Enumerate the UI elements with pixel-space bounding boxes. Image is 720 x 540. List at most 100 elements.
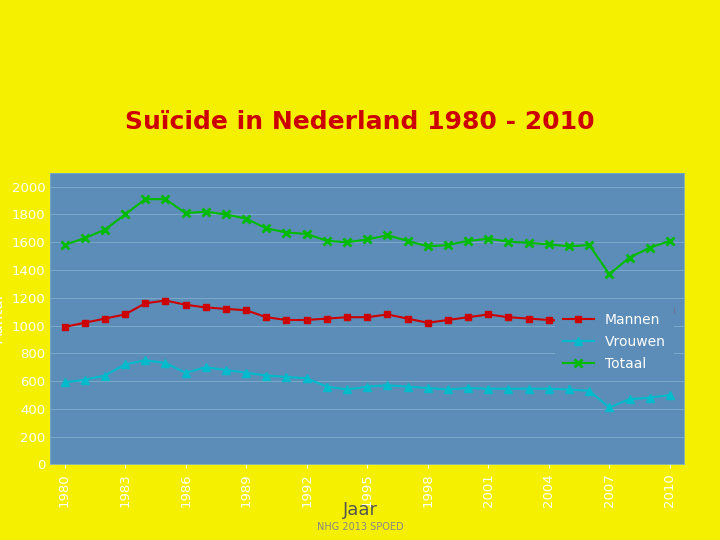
Totaal: [141, 196, 150, 202]
Mannen: [625, 320, 634, 326]
Y-axis label: Aantal: Aantal: [0, 294, 6, 343]
Totaal: [585, 242, 593, 248]
Vrouwen: [161, 360, 170, 366]
Mannen: [202, 304, 210, 310]
Vrouwen: [343, 386, 351, 393]
Totaal: [81, 235, 89, 241]
Totaal: [262, 225, 271, 232]
Line: Vrouwen: Vrouwen: [60, 356, 674, 411]
Mannen: [645, 311, 654, 318]
Vrouwen: [323, 383, 331, 390]
Mannen: [343, 314, 351, 320]
Mannen: [423, 320, 432, 326]
Mannen: [444, 317, 452, 323]
Vrouwen: [585, 388, 593, 394]
Vrouwen: [121, 361, 130, 368]
Mannen: [282, 317, 291, 323]
Totaal: [302, 231, 311, 237]
Text: absolute aantallen (CBS, 2011): absolute aantallen (CBS, 2011): [209, 184, 511, 202]
Mannen: [504, 314, 513, 320]
Mannen: [242, 307, 251, 314]
Vrouwen: [262, 372, 271, 379]
Mannen: [363, 314, 372, 320]
Vrouwen: [181, 369, 190, 376]
Mannen: [81, 320, 89, 326]
Totaal: [101, 226, 109, 233]
Totaal: [423, 243, 432, 249]
Vrouwen: [363, 383, 372, 390]
Mannen: [524, 315, 533, 322]
Vrouwen: [625, 396, 634, 402]
Vrouwen: [464, 385, 472, 392]
Mannen: [403, 315, 412, 322]
Vrouwen: [645, 395, 654, 401]
Mannen: [262, 314, 271, 320]
Totaal: [444, 242, 452, 248]
Vrouwen: [282, 374, 291, 380]
Vrouwen: [423, 385, 432, 392]
Totaal: [464, 238, 472, 244]
Mannen: [141, 300, 150, 307]
Totaal: [383, 232, 392, 239]
Vrouwen: [101, 372, 109, 379]
Totaal: [524, 240, 533, 246]
Vrouwen: [383, 382, 392, 388]
Vrouwen: [302, 375, 311, 382]
Mannen: [383, 311, 392, 318]
Totaal: [625, 254, 634, 261]
Vrouwen: [403, 383, 412, 390]
Mannen: [544, 317, 553, 323]
Vrouwen: [504, 386, 513, 392]
Line: Totaal: Totaal: [60, 195, 674, 278]
Legend: Mannen, Vrouwen, Totaal: Mannen, Vrouwen, Totaal: [554, 304, 674, 380]
Totaal: [484, 235, 492, 242]
Mannen: [564, 318, 573, 325]
Totaal: [665, 238, 674, 244]
Totaal: [161, 196, 170, 202]
Mannen: [181, 301, 190, 308]
Totaal: [181, 210, 190, 217]
Totaal: [645, 245, 654, 251]
Totaal: [121, 211, 130, 218]
Vrouwen: [242, 369, 251, 376]
Totaal: [403, 238, 412, 244]
Vrouwen: [222, 367, 230, 373]
Mannen: [464, 314, 472, 320]
Totaal: [544, 241, 553, 247]
Mannen: [665, 307, 674, 314]
Totaal: [343, 239, 351, 246]
Vrouwen: [605, 404, 613, 411]
Mannen: [121, 311, 130, 318]
Text: Suïcide in Nederland 1980 - 2010: Suïcide in Nederland 1980 - 2010: [125, 110, 595, 134]
Mannen: [60, 323, 69, 330]
Line: Mannen: Mannen: [61, 298, 673, 334]
Vrouwen: [524, 386, 533, 392]
Vrouwen: [60, 379, 69, 386]
Mannen: [605, 328, 613, 334]
Mannen: [222, 306, 230, 312]
Mannen: [484, 311, 492, 318]
Vrouwen: [202, 364, 210, 370]
Totaal: [363, 236, 372, 242]
Mannen: [323, 315, 331, 322]
Vrouwen: [81, 376, 89, 383]
Text: Jaar: Jaar: [343, 501, 377, 519]
Vrouwen: [444, 386, 452, 393]
Mannen: [161, 298, 170, 304]
Totaal: [222, 211, 230, 218]
Vrouwen: [665, 392, 674, 398]
Totaal: [242, 215, 251, 222]
Text: NHG 2013 SPOED: NHG 2013 SPOED: [317, 522, 403, 531]
Totaal: [323, 238, 331, 244]
Vrouwen: [564, 386, 573, 393]
Vrouwen: [544, 386, 553, 392]
Totaal: [60, 242, 69, 248]
Vrouwen: [141, 357, 150, 363]
Mannen: [101, 315, 109, 322]
Totaal: [282, 230, 291, 236]
Totaal: [202, 208, 210, 215]
Mannen: [585, 315, 593, 322]
Mannen: [302, 317, 311, 323]
Totaal: [564, 243, 573, 249]
Totaal: [504, 238, 513, 245]
